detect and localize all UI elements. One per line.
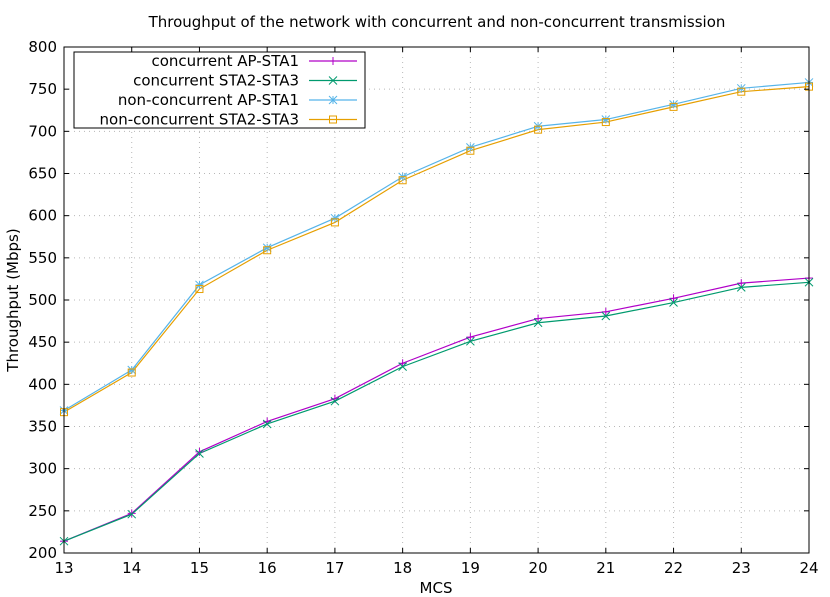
data-point-marker (262, 243, 272, 253)
data-point-marker (466, 333, 475, 342)
data-point-marker (195, 285, 204, 294)
data-point-marker (466, 336, 475, 346)
y-tick-label: 300 (28, 460, 57, 478)
y-tick-label: 800 (28, 38, 57, 56)
data-point-marker (195, 280, 204, 290)
legend-marker (329, 57, 337, 65)
data-point-marker (669, 99, 678, 109)
y-tick-label: 450 (28, 333, 57, 351)
chart-title: Throughput of the network with concurren… (148, 13, 726, 31)
legend-label: non-concurrent AP-STA1 (118, 91, 299, 109)
data-point-marker (601, 311, 611, 321)
data-point-marker (127, 365, 137, 375)
y-tick-label: 550 (28, 249, 57, 267)
y-tick-label: 750 (28, 80, 57, 98)
y-tick-label: 250 (28, 502, 57, 520)
y-tick-label: 650 (28, 165, 57, 183)
legend-label: concurrent STA2-STA3 (133, 72, 299, 90)
legend-marker (328, 76, 338, 85)
series-line (63, 277, 810, 542)
data-point-marker (262, 419, 272, 429)
data-point-marker (398, 362, 407, 371)
x-axis-label: MCS (420, 579, 453, 597)
x-tick-label: 15 (190, 559, 209, 577)
y-tick-label: 500 (28, 291, 57, 309)
data-point-marker (737, 87, 746, 96)
x-tick-label: 16 (258, 559, 277, 577)
data-point-marker (601, 307, 610, 316)
data-point-marker (398, 176, 407, 185)
legend-marker (329, 115, 337, 124)
legend-marker (328, 95, 338, 105)
data-point-marker (330, 396, 340, 406)
data-point-marker (466, 146, 475, 155)
data-point-marker (127, 509, 136, 518)
data-point-marker (669, 102, 678, 111)
y-axis-label: Throughput (Mbps) (4, 228, 22, 372)
series-lines (63, 81, 810, 542)
data-point-marker (534, 314, 543, 323)
x-tick-label: 19 (461, 559, 480, 577)
data-point-marker (195, 449, 204, 458)
x-tick-label: 21 (596, 559, 615, 577)
x-tick-label: 24 (799, 559, 818, 577)
y-tick-label: 350 (28, 418, 57, 436)
legend-label: non-concurrent STA2-STA3 (100, 111, 299, 129)
x-tick-label: 22 (664, 559, 683, 577)
data-point-marker (127, 368, 136, 377)
data-point-marker (195, 447, 204, 456)
series-line (63, 81, 810, 411)
x-tick-label: 23 (732, 559, 751, 577)
x-tick-label: 14 (122, 559, 141, 577)
tick-labels: 13 14 15 16 17 18 19 20 21 22 23 24 200 250 300 350 400 4… (28, 38, 818, 577)
axis-ticks (63, 46, 810, 554)
data-point-marker (601, 115, 611, 124)
data-point-marker (737, 279, 746, 288)
data-point-marker (669, 294, 678, 303)
data-point-marker (127, 509, 137, 519)
legend-box (73, 51, 366, 129)
y-tick-label: 400 (28, 375, 57, 393)
x-tick-label: 13 (54, 559, 73, 577)
y-tick-label: 700 (28, 122, 57, 140)
data-point-marker (736, 282, 746, 292)
data-point-marker (533, 318, 543, 328)
data-point-marker (330, 213, 340, 223)
x-tick-label: 17 (325, 559, 344, 577)
data-point-marker (601, 118, 610, 127)
series-line (63, 86, 810, 413)
x-tick-label: 18 (393, 559, 412, 577)
data-point-marker (669, 298, 678, 307)
series-line (63, 281, 810, 542)
x-tick-label: 20 (529, 559, 548, 577)
data-point-marker (330, 218, 339, 227)
y-tick-label: 600 (28, 207, 57, 225)
y-tick-label: 200 (28, 544, 57, 562)
data-point-marker (263, 246, 272, 255)
legend-label: concurrent AP-STA1 (151, 52, 299, 70)
data-point-marker (534, 125, 543, 134)
series-markers (59, 78, 814, 546)
